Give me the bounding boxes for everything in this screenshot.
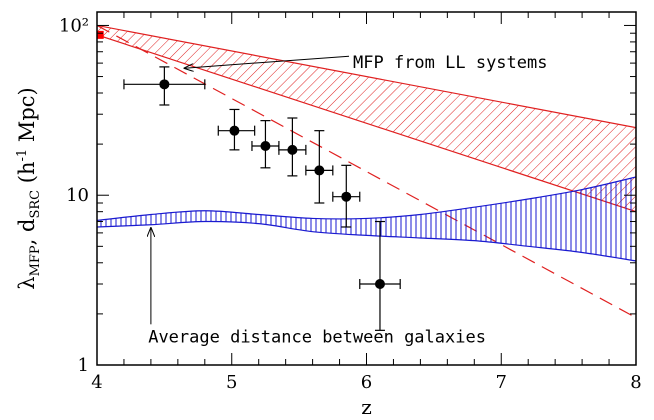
chart-text: z λMFP, dSRC (h-1 Mpc) 4 5 6 7 8 1 10 10² MFP fr… [15, 15, 642, 419]
data-point [217, 108, 256, 151]
ll-band [97, 24, 636, 213]
x-tick-label: 8 [630, 372, 641, 393]
point-marker [159, 79, 170, 90]
point-marker [229, 125, 240, 136]
data-point [359, 220, 401, 331]
red-square-point [97, 30, 104, 39]
y-label-sep: , d [15, 219, 39, 246]
galaxy-band-lower [97, 220, 636, 262]
data-point [305, 130, 334, 204]
data-point [278, 117, 307, 177]
point-marker [341, 191, 352, 202]
annotation-distance: Average distance between galaxies [148, 327, 486, 347]
x-tick-label: 4 [91, 372, 102, 393]
dashed-line [97, 24, 636, 319]
x-axis-label: z [361, 395, 372, 419]
y-label-unit-sup: -1 [15, 149, 30, 162]
y-tick-label: 10² [59, 15, 89, 36]
plot-area [97, 24, 636, 331]
galaxy-band-upper [97, 176, 636, 222]
point-marker [287, 144, 298, 155]
y-label-main: λ [15, 276, 39, 289]
y-tick-label: 10 [66, 185, 89, 206]
point-marker [374, 278, 385, 289]
data-point [251, 120, 280, 169]
x-tick-label: 6 [361, 372, 372, 393]
y-label-unit-b: Mpc) [15, 87, 39, 149]
data-point [332, 164, 361, 228]
point-marker [314, 165, 325, 176]
axes [96, 11, 637, 366]
y-label-sub1: MFP [28, 245, 43, 276]
x-tick-label: 5 [226, 372, 237, 393]
point-marker [260, 140, 271, 151]
y-axis-label: λMFP, dSRC (h-1 Mpc) [15, 87, 43, 289]
y-label-sub2: SRC [28, 190, 43, 219]
x-tick-label: 7 [496, 372, 507, 393]
annotation-mfp: MFP from LL systems [353, 53, 547, 73]
y-tick-label: 1 [78, 355, 89, 376]
y-label-unit-a: (h [15, 162, 39, 190]
annotation-mfp-arrow [185, 55, 350, 68]
data-point [123, 66, 206, 106]
